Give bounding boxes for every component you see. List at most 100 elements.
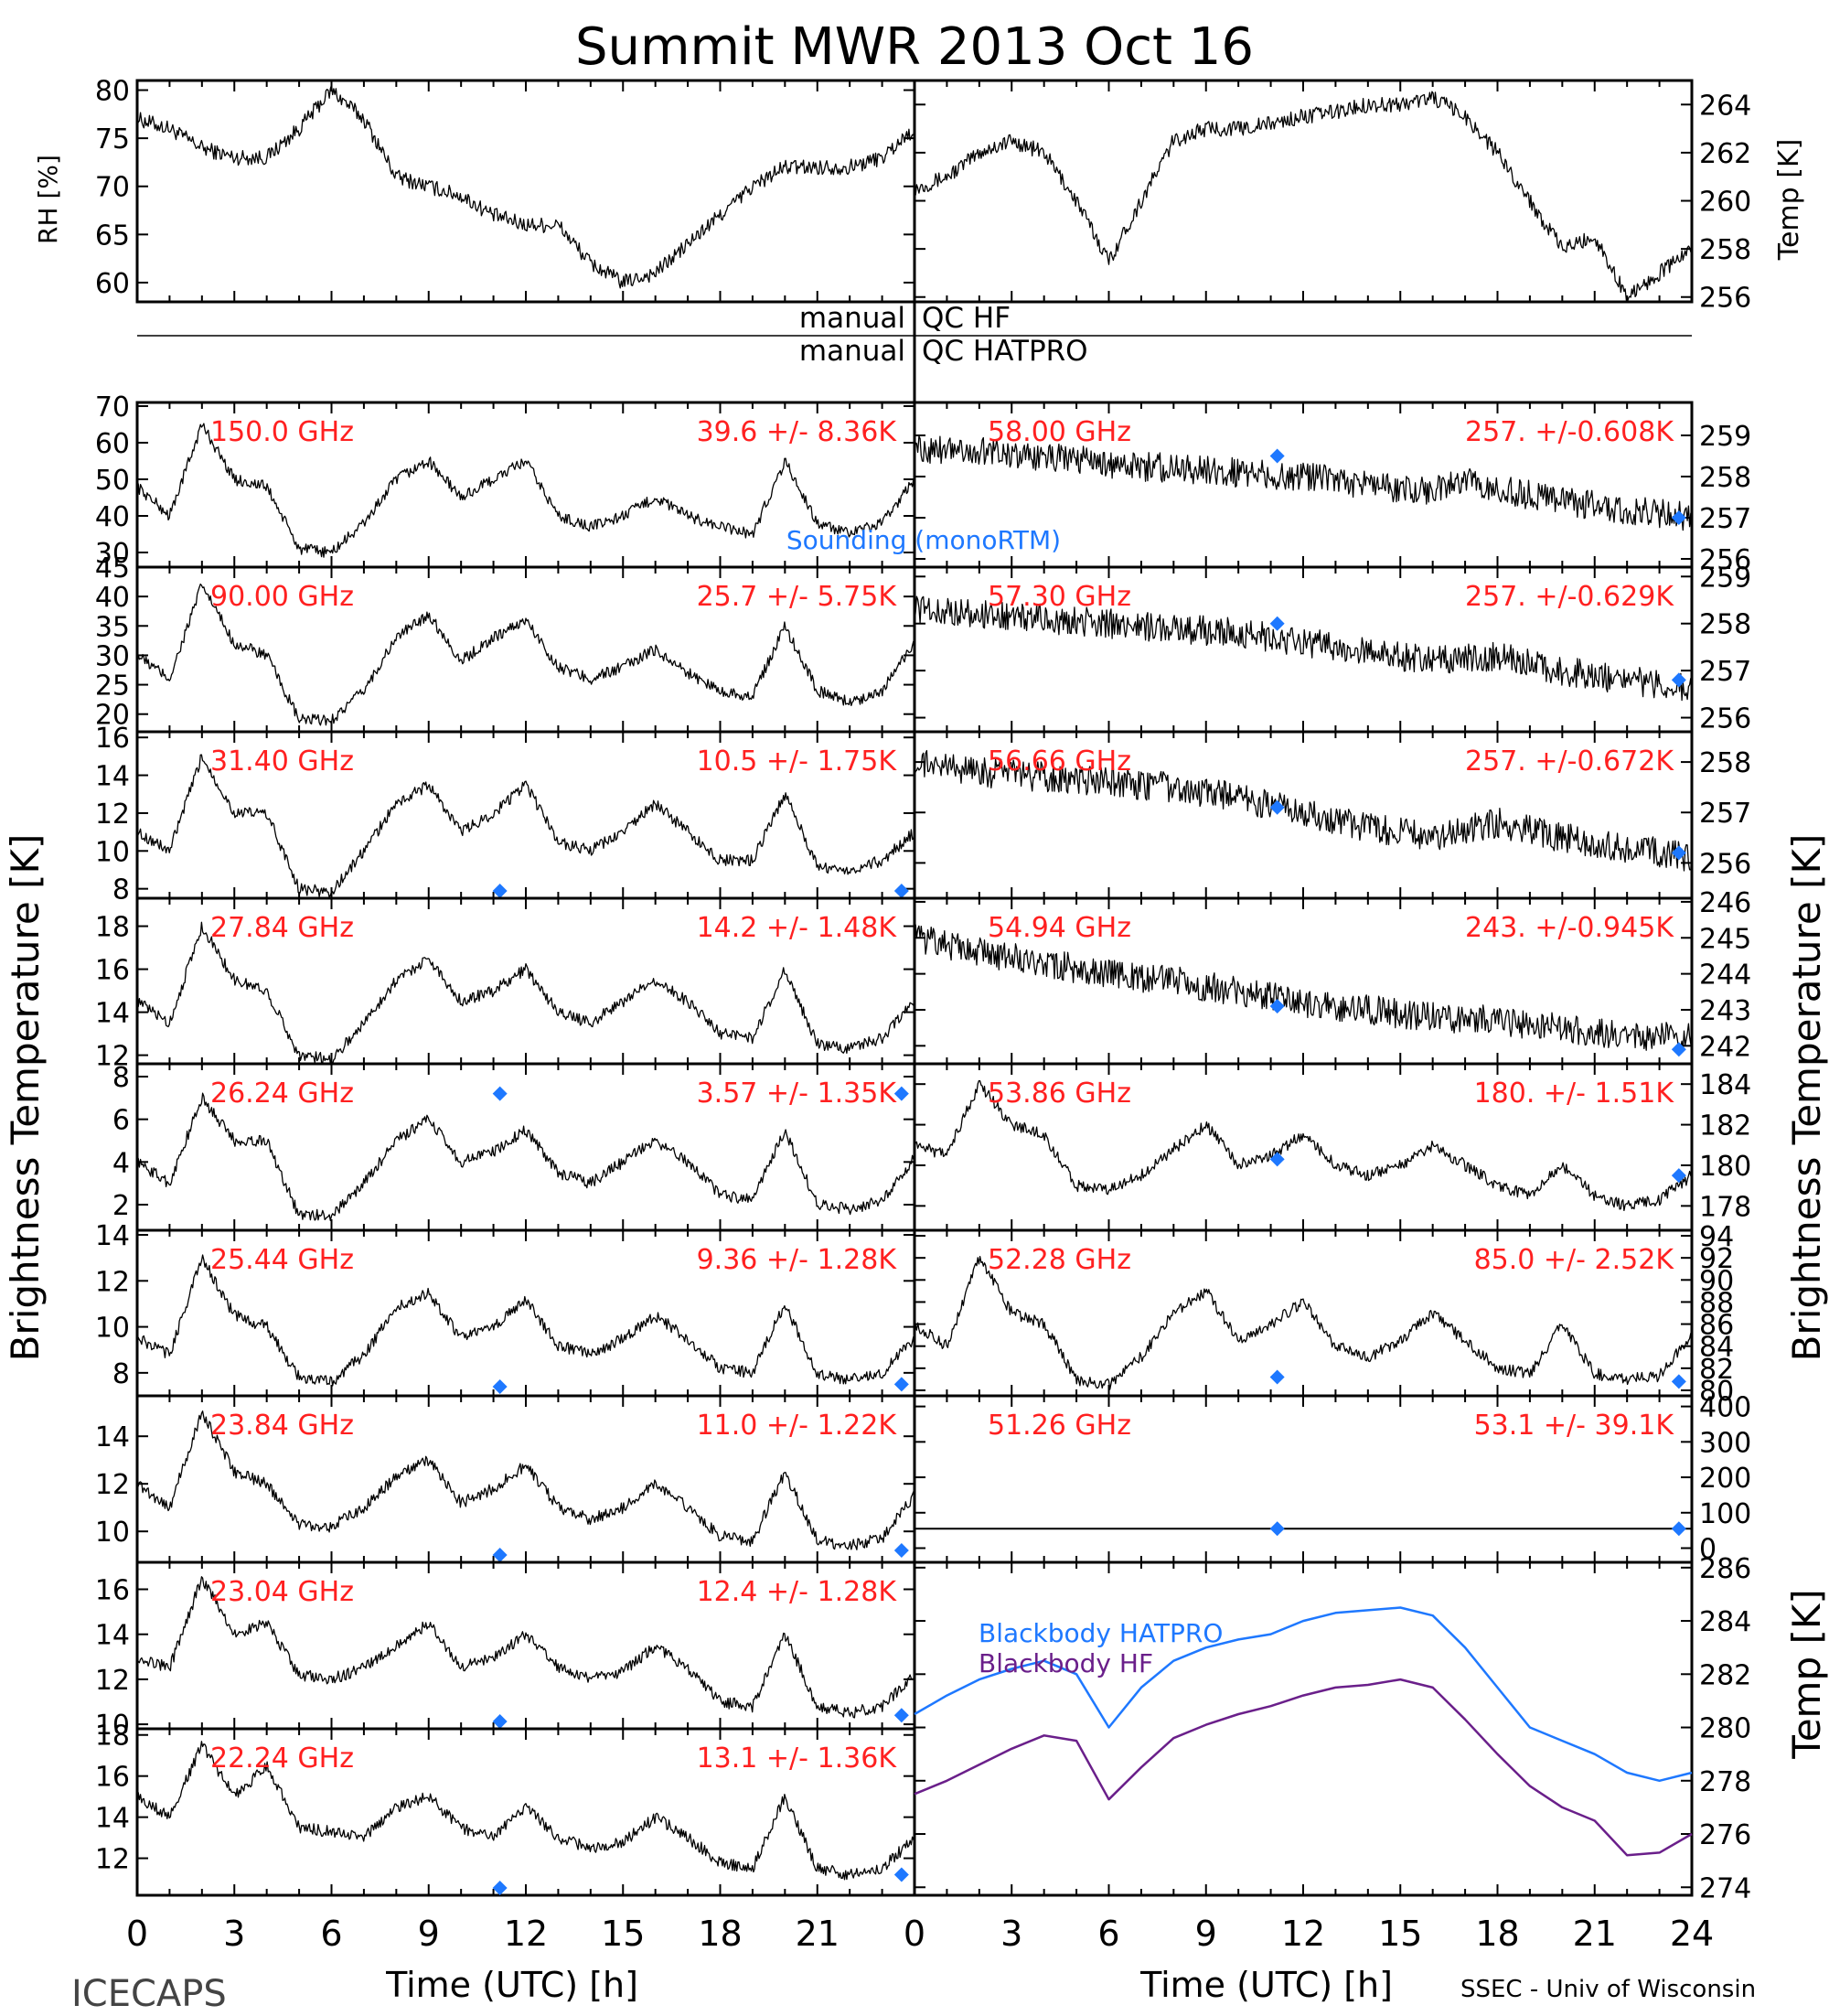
y-tick-label: 10	[95, 1517, 130, 1549]
y-tick-label: 258	[1699, 747, 1751, 779]
frequency-label: 90.00 GHz	[210, 581, 354, 613]
y-tick-label: 14	[95, 1620, 130, 1652]
y-tick-label: 12	[95, 1266, 130, 1298]
frequency-label: 23.04 GHz	[210, 1576, 354, 1608]
legend-blackbody-hf: Blackbody HF	[979, 1648, 1153, 1678]
y-tick-label: 80	[95, 76, 130, 108]
y-tick-label: 94	[1699, 1221, 1734, 1253]
y-tick-label: 256	[1699, 283, 1751, 315]
frequency-label: 27.84 GHz	[210, 912, 354, 944]
stats-label: 180. +/- 1.51K	[1474, 1078, 1675, 1110]
y-tick-label: 200	[1699, 1463, 1751, 1495]
right-main-axis-title: Brightness Temperature [K]	[1784, 834, 1829, 1362]
y-tick-label: 70	[95, 172, 130, 204]
sounding-marker	[492, 1086, 508, 1101]
x-axis-label-left: Time (UTC) [h]	[385, 1965, 638, 2005]
sounding-marker	[1671, 1168, 1686, 1184]
y-tick-label: 258	[1699, 462, 1751, 494]
sounding-marker	[1269, 999, 1285, 1014]
y-tick-label: 184	[1699, 1069, 1751, 1101]
sounding-marker	[1671, 1374, 1686, 1389]
frequency-label: 54.94 GHz	[988, 912, 1131, 944]
y-tick-label: 90	[1699, 1265, 1734, 1297]
y-tick-label: 60	[95, 268, 130, 300]
stats-label: 257. +/-0.629K	[1465, 581, 1674, 613]
y-tick-label: 88	[1699, 1287, 1734, 1319]
y-tick-label: 45	[95, 552, 130, 584]
sounding-marker	[1671, 845, 1686, 861]
qc-row1-prefix: manual	[799, 302, 905, 335]
y-tick-label: 14	[95, 761, 130, 793]
y-tick-label: 256	[1699, 848, 1751, 880]
y-tick-label: 16	[95, 1762, 130, 1794]
panel-temp_top: 256 258 260 262 264	[913, 79, 1751, 315]
y-tick-label: 16	[95, 1575, 130, 1607]
y-tick-label: 100	[1699, 1498, 1751, 1530]
sounding-marker	[492, 1548, 508, 1562]
data-trace	[914, 1079, 1693, 1212]
panel-bt_22.24: 12 14 16 18 22.24 GHz 13.1 +/- 1.36K	[95, 1721, 916, 1897]
y-tick-label: 246	[1699, 887, 1751, 919]
x-tick-label-right: 0	[904, 1914, 925, 1954]
y-tick-label: 260	[1699, 187, 1751, 219]
frequency-label: 53.86 GHz	[988, 1078, 1131, 1110]
footer-left-label: ICECAPS	[71, 1973, 227, 2012]
frequency-label: 52.28 GHz	[988, 1244, 1131, 1276]
y-tick-label: 14	[95, 1421, 130, 1453]
y-tick-label: 180	[1699, 1151, 1751, 1183]
y-tick-label: 16	[95, 723, 130, 755]
y-tick-label: 12	[95, 1041, 130, 1073]
y-tick-label: 259	[1699, 562, 1751, 594]
x-tick-label-left: 21	[796, 1914, 840, 1954]
y-tick-label: 10	[95, 836, 130, 868]
stats-label: 25.7 +/- 5.75K	[697, 581, 898, 613]
y-tick-label: 70	[95, 391, 130, 424]
y-tick-label: 257	[1699, 798, 1751, 830]
left-main-axis-title: Brightness Temperature [K]	[3, 834, 48, 1362]
y-tick-label: 10	[95, 1313, 130, 1345]
x-tick-label-left: 12	[504, 1914, 548, 1954]
y-tick-label: 182	[1699, 1110, 1751, 1142]
frequency-label: 26.24 GHz	[210, 1078, 354, 1110]
y-tick-label: 65	[95, 220, 130, 252]
y-tick-label: 14	[95, 998, 130, 1030]
data-trace	[136, 1092, 915, 1222]
sounding-marker	[1671, 510, 1686, 525]
data-trace	[136, 583, 915, 726]
y-tick-label: 257	[1699, 503, 1751, 535]
stats-label: 11.0 +/- 1.22K	[697, 1410, 898, 1442]
stats-label: 85.0 +/- 2.52K	[1474, 1244, 1675, 1276]
sounding-marker	[492, 1378, 508, 1394]
data-trace	[914, 595, 1693, 702]
sounding-marker	[893, 884, 909, 898]
y-tick-label: 400	[1699, 1392, 1751, 1424]
x-tick-label-right: 18	[1475, 1914, 1519, 1954]
y-tick-label: 257	[1699, 656, 1751, 688]
y-tick-label: 12	[95, 1844, 130, 1876]
y-tick-label: 286	[1699, 1553, 1751, 1585]
x-axis-label-right: Time (UTC) [h]	[1139, 1965, 1393, 2005]
sounding-marker	[1671, 672, 1686, 688]
frequency-label: 31.40 GHz	[210, 745, 354, 777]
y-tick-label: 82	[1699, 1354, 1734, 1386]
panel-bt_23.04: 10 12 14 16 23.04 GHz 12.4 +/- 1.28K	[95, 1560, 916, 1742]
data-trace	[136, 423, 915, 558]
figure-title: Summit MWR 2013 Oct 16	[575, 17, 1254, 77]
x-tick-label-left: 6	[320, 1914, 342, 1954]
y-tick-label: 2	[112, 1190, 130, 1222]
sounding-marker	[1269, 1152, 1285, 1167]
frequency-label: 56.66 GHz	[988, 745, 1131, 777]
x-tick-label-left: 15	[601, 1914, 645, 1954]
stats-label: 12.4 +/- 1.28K	[697, 1576, 898, 1608]
data-trace	[914, 749, 1693, 872]
y-tick-label: 258	[1699, 609, 1751, 641]
sounding-marker	[893, 1708, 909, 1723]
temp-bottom-axis-title: Temp [K]	[1784, 1589, 1829, 1760]
series-line-hatpro	[914, 1606, 1693, 1783]
sounding-marker	[492, 1881, 508, 1895]
y-tick-label: 18	[95, 912, 130, 944]
y-tick-label: 259	[1699, 421, 1751, 453]
